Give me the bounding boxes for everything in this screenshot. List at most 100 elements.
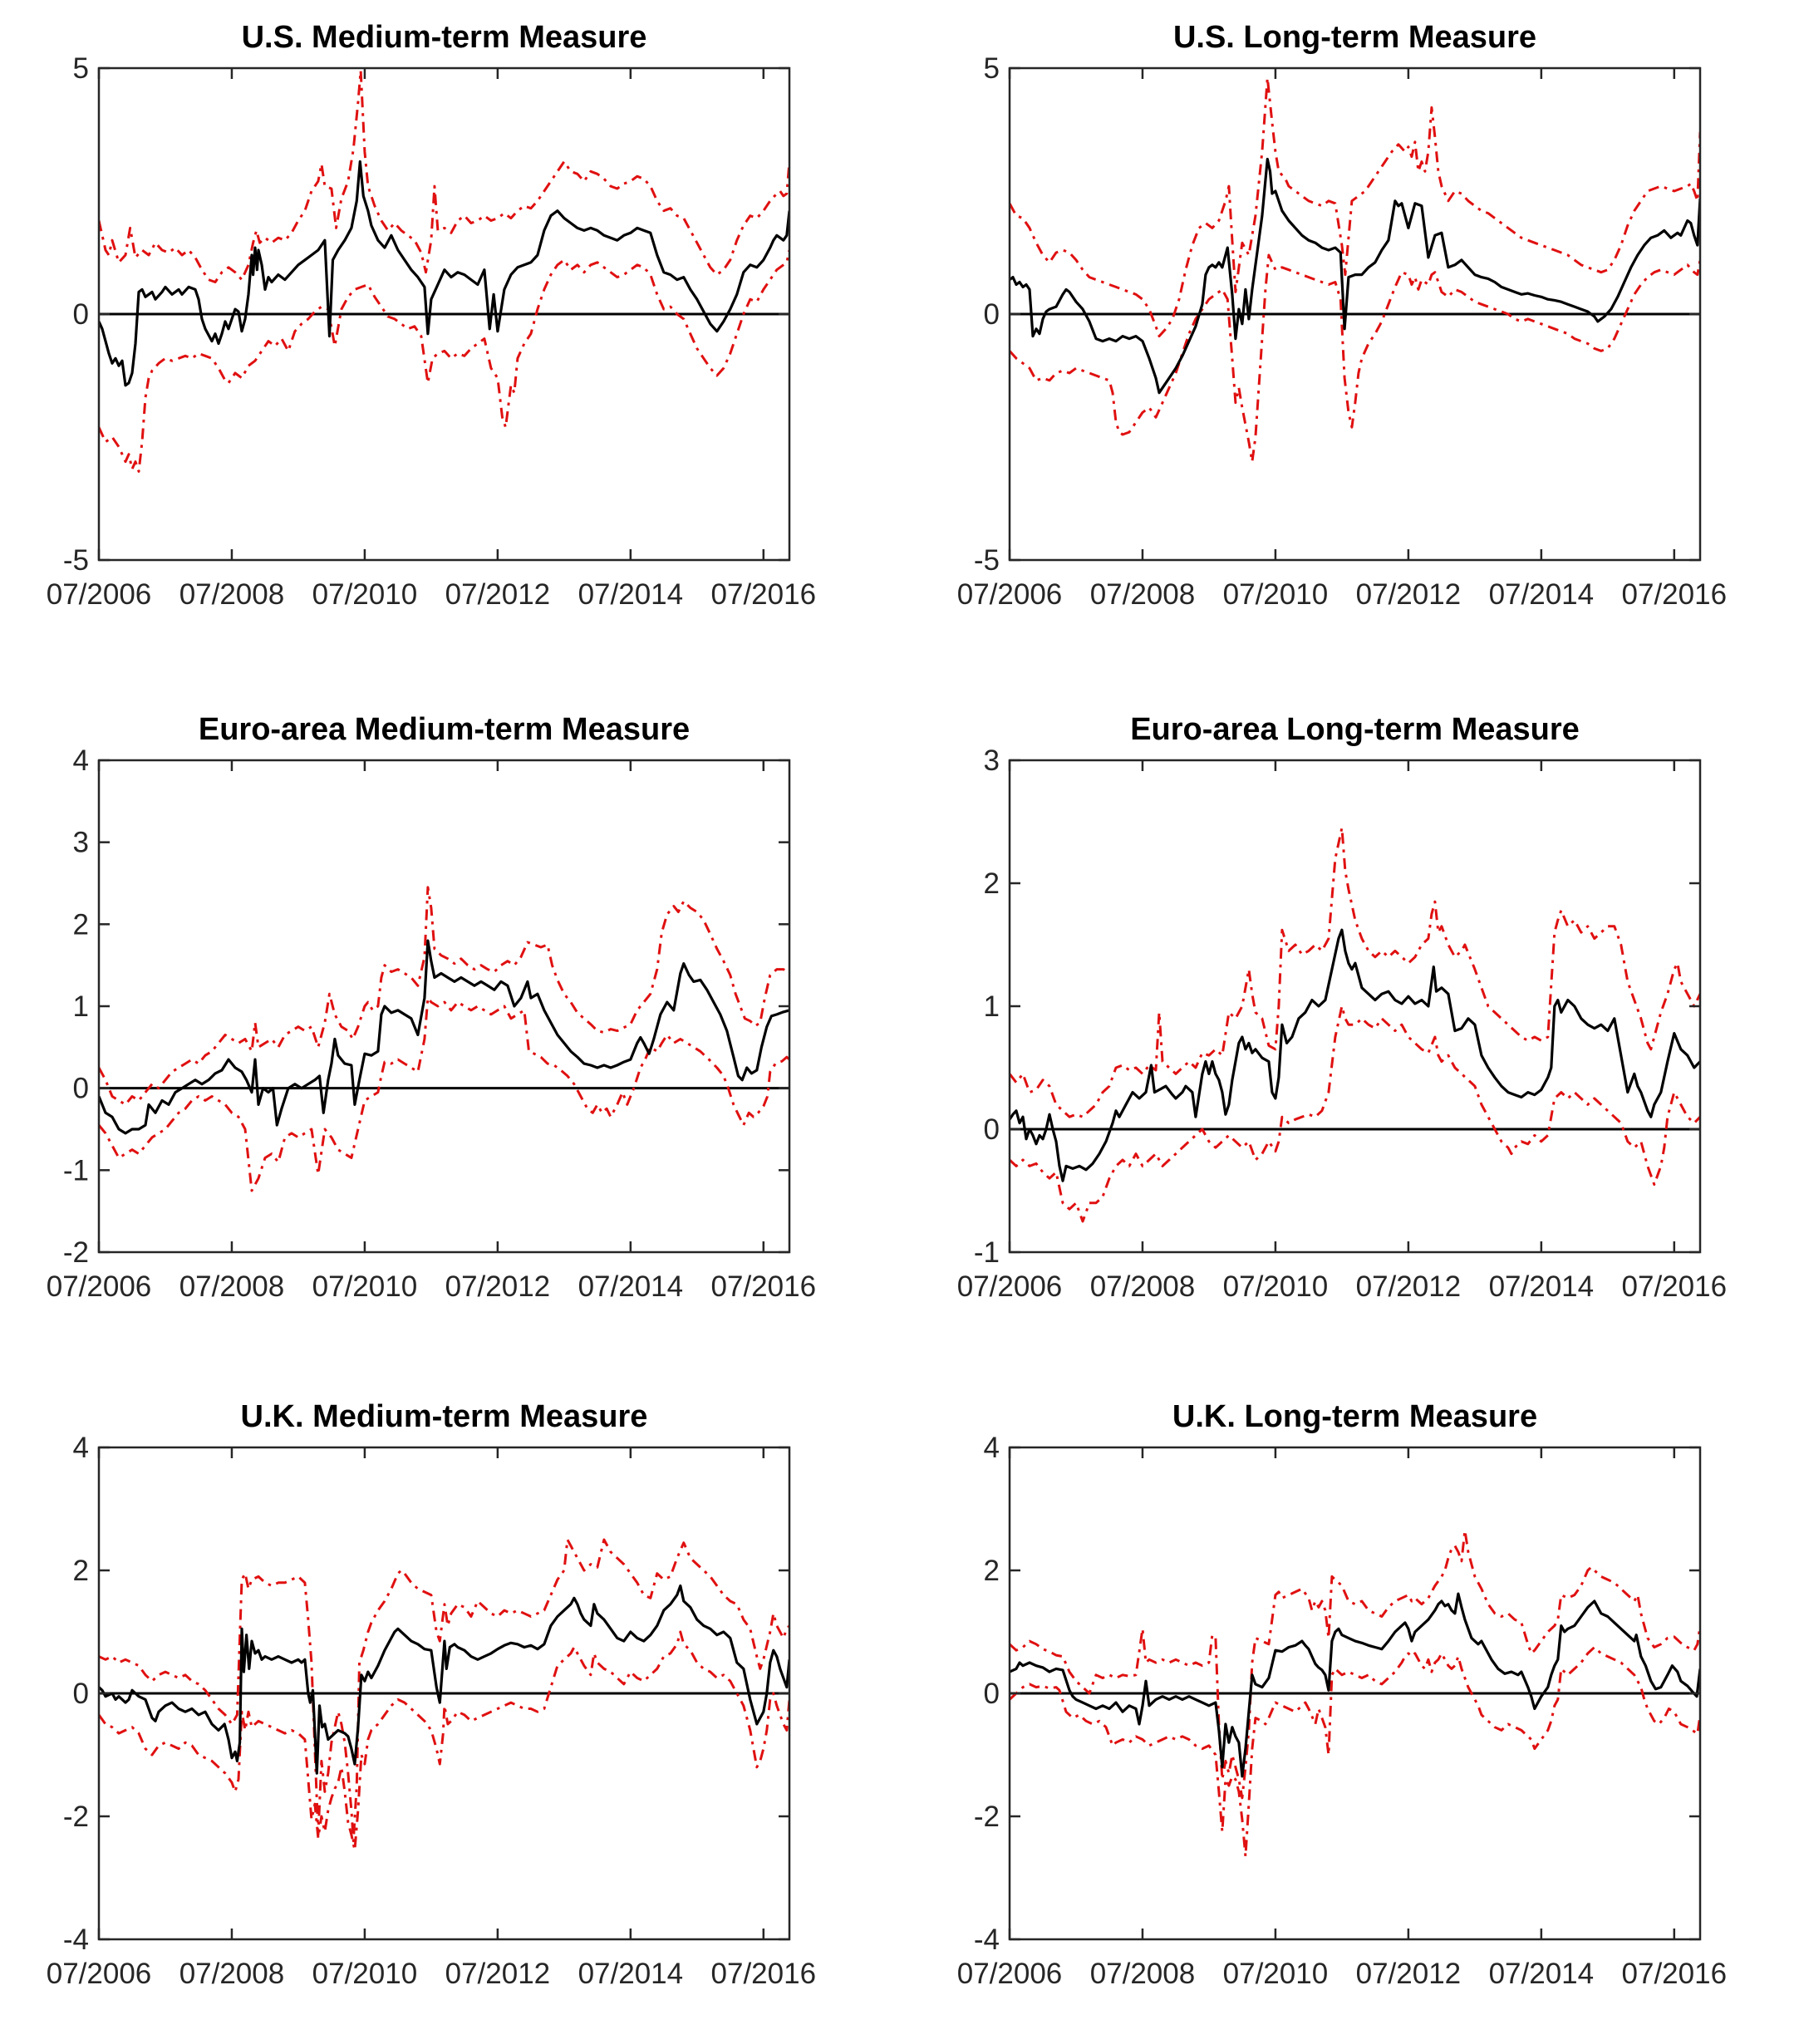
upper-band-line (98, 69, 790, 283)
y-tick-label: 4 (73, 1432, 89, 1464)
plot-svg: 07/2006 07/2008 07/2010 07/2012 07/2014 07/20… (47, 744, 817, 1303)
y-tick-label: 4 (73, 744, 89, 777)
y-tick-label: 2 (73, 908, 89, 941)
y-tick-label: 0 (73, 1073, 89, 1105)
x-tick-label: 07/2014 (1489, 1270, 1595, 1303)
subplot-euro-long: Euro-area Long-term Measure 07/2006 07/20… (899, 692, 1799, 1357)
chart-title: Euro-area Long-term Measure (1130, 712, 1580, 747)
y-tick-label: 3 (984, 744, 1000, 777)
x-tick-label: 07/2012 (1356, 1958, 1462, 1990)
x-tick-label: 07/2012 (445, 1958, 551, 1990)
y-tick-label: 0 (984, 298, 1000, 331)
x-tick-label: 07/2010 (312, 1270, 418, 1303)
subplot-us-medium: U.S. Medium-term Measure 07/2006 07/2008 0… (0, 0, 900, 665)
y-tick-label: 3 (73, 827, 89, 859)
x-tick-label: 07/2014 (578, 1270, 684, 1303)
subplot-us-long: U.S. Long-term Measure 07/2006 07/2008 07/… (899, 0, 1799, 665)
measure-line (1009, 1592, 1701, 1778)
y-tick-label: -5 (63, 544, 89, 577)
subplot-euro-medium: Euro-area Medium-term Measure 07/2006 07/… (0, 692, 900, 1357)
y-tick-label: 1 (73, 990, 89, 1023)
plot-svg: 07/2006 07/2008 07/2010 07/2012 07/2014 07/20… (957, 52, 1728, 611)
x-tick-label: 07/2014 (578, 1958, 684, 1990)
x-tick-label: 07/2012 (445, 578, 551, 611)
y-tick-label: -4 (974, 1924, 1000, 1956)
chart-title: U.K. Medium-term Measure (240, 1399, 648, 1434)
upper-band-line (1009, 1529, 1701, 1800)
y-tick-label: -5 (974, 544, 1000, 577)
x-tick-label: 07/2016 (711, 1958, 817, 1990)
y-tick-label: -2 (63, 1801, 89, 1833)
y-tick-label: 4 (984, 1432, 1000, 1464)
measure-line (1009, 157, 1701, 395)
y-tick-label: -1 (63, 1154, 89, 1187)
axes-box (1008, 759, 1702, 1254)
y-tick-label: 0 (984, 1678, 1000, 1710)
y-tick-label: 0 (984, 1113, 1000, 1146)
measure-line (98, 160, 790, 387)
x-tick-label: 07/2014 (1489, 1958, 1595, 1990)
x-tick-label: 07/2008 (1090, 1270, 1196, 1303)
upper-band-line (98, 886, 790, 1106)
x-tick-label: 07/2008 (1090, 1958, 1196, 1990)
x-tick-label: 07/2012 (1356, 1270, 1462, 1303)
x-tick-label: 07/2010 (1223, 1958, 1329, 1990)
x-tick-label: 07/2008 (1090, 578, 1196, 611)
lower-band-line (1009, 1005, 1701, 1223)
y-tick-label: -4 (63, 1924, 89, 1956)
lower-band-line (98, 1630, 790, 1852)
y-tick-label: -2 (974, 1801, 1000, 1833)
plot-svg: 07/2006 07/2008 07/2010 07/2012 07/2014 07/20… (957, 1432, 1728, 1990)
upper-band-line (1009, 826, 1701, 1118)
y-tick-label: 0 (73, 298, 89, 331)
x-tick-label: 07/2006 (47, 1958, 152, 1990)
x-tick-label: 07/2010 (312, 578, 418, 611)
upper-band-line (98, 1538, 790, 1843)
chart-title: Euro-area Medium-term Measure (198, 712, 691, 747)
x-tick-label: 07/2012 (1356, 578, 1462, 611)
x-tick-label: 07/2014 (578, 578, 684, 611)
y-tick-label: 1 (984, 990, 1000, 1023)
x-tick-label: 07/2006 (957, 578, 1063, 611)
subplot-uk-long: U.K. Long-term Measure 07/2006 07/2008 07/… (899, 1379, 1799, 2044)
axes-box (97, 759, 791, 1254)
x-tick-label: 07/2008 (179, 578, 285, 611)
x-tick-label: 07/2010 (312, 1958, 418, 1990)
measure-line (1009, 928, 1701, 1182)
x-tick-label: 07/2010 (1223, 1270, 1329, 1303)
x-tick-label: 07/2012 (445, 1270, 551, 1303)
chart-title: U.S. Long-term Measure (1172, 20, 1537, 55)
x-tick-label: 07/2016 (711, 578, 817, 611)
x-tick-label: 07/2016 (711, 1270, 817, 1303)
x-tick-label: 07/2006 (957, 1958, 1063, 1990)
y-tick-label: 0 (73, 1678, 89, 1710)
lower-band-line (1009, 253, 1701, 464)
y-tick-label: -2 (63, 1236, 89, 1269)
x-tick-label: 07/2008 (179, 1270, 285, 1303)
y-tick-label: 2 (984, 867, 1000, 900)
measure-line (98, 939, 790, 1135)
plot-svg: 07/2006 07/2008 07/2010 07/2012 07/2014 07/20… (47, 52, 817, 611)
chart-title: U.K. Long-term Measure (1172, 1399, 1538, 1434)
y-tick-label: 2 (984, 1555, 1000, 1587)
y-tick-label: -1 (974, 1236, 1000, 1269)
y-tick-label: 2 (73, 1555, 89, 1587)
lower-band-line (98, 996, 790, 1192)
lower-band-line (1009, 1646, 1701, 1858)
plot-svg: 07/2006 07/2008 07/2010 07/2012 07/2014 07/20… (47, 1432, 817, 1990)
x-tick-label: 07/2006 (47, 578, 152, 611)
x-tick-label: 07/2006 (957, 1270, 1063, 1303)
x-tick-label: 07/2010 (1223, 578, 1329, 611)
plot-svg: 07/2006 07/2008 07/2010 07/2012 07/2014 07/20… (957, 744, 1728, 1303)
chart-title: U.S. Medium-term Measure (241, 20, 647, 55)
x-tick-label: 07/2016 (1622, 578, 1728, 611)
upper-band-line (1009, 76, 1701, 338)
subplot-uk-medium: U.K. Medium-term Measure 07/2006 07/2008 0… (0, 1379, 900, 2044)
measure-line (98, 1584, 790, 1775)
x-tick-label: 07/2016 (1622, 1270, 1728, 1303)
y-tick-label: 5 (73, 52, 89, 85)
x-tick-label: 07/2016 (1622, 1958, 1728, 1990)
x-tick-label: 07/2008 (179, 1958, 285, 1990)
x-tick-label: 07/2014 (1489, 578, 1595, 611)
